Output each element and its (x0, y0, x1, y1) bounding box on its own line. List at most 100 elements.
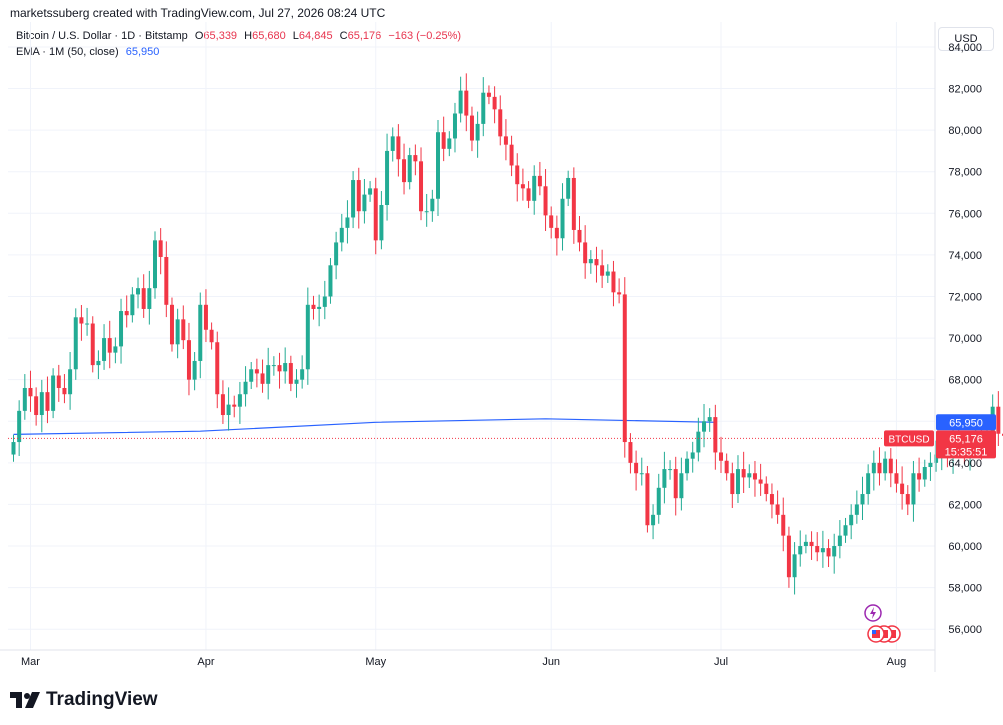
candle (356, 167, 361, 229)
candle (56, 364, 61, 402)
currency-button[interactable]: USD (938, 27, 994, 51)
candle-body (271, 365, 276, 367)
candle-body (119, 311, 124, 347)
candle (73, 308, 78, 380)
candle-body (85, 323, 90, 325)
flag-canton (872, 630, 876, 634)
x-tick-label: Jul (714, 656, 728, 668)
candle (107, 320, 112, 369)
candle-body (837, 535, 842, 547)
candle (560, 183, 565, 251)
candle (832, 533, 837, 574)
candle-body (922, 467, 927, 480)
candle (192, 352, 197, 391)
candle (300, 355, 305, 389)
candle (452, 102, 457, 153)
candle-body (237, 394, 242, 407)
candle-body (436, 132, 440, 199)
candle-body (617, 292, 622, 295)
candle-body (503, 136, 508, 145)
candle-body (798, 546, 803, 555)
candle-body (17, 410, 22, 443)
candle-body (277, 365, 282, 372)
candle (271, 356, 276, 376)
candle (503, 119, 508, 161)
candle-body (447, 138, 452, 149)
candle-body (68, 369, 73, 395)
ema-legend[interactable]: EMA · 1M (50, close) 65,950 (16, 46, 159, 58)
candle-body (379, 204, 384, 241)
ohlc-legend: Bitcoin / U.S. Dollar · 1D · Bitstamp O6… (16, 30, 461, 42)
candle (917, 457, 922, 492)
y-tick-label: 62,000 (948, 499, 982, 511)
candle-body (373, 188, 378, 241)
candle-body (679, 473, 684, 499)
candle-body (673, 469, 678, 499)
y-tick-label: 68,000 (948, 375, 982, 387)
candle (781, 497, 786, 552)
candle-body (764, 483, 769, 495)
candle (232, 395, 237, 418)
candle-body (169, 304, 174, 345)
open-value: 65,339 (203, 30, 238, 42)
candle-body (136, 288, 141, 295)
candle-body (543, 186, 548, 216)
candle-body (90, 323, 95, 366)
candle-body (441, 132, 446, 149)
candle-body (322, 296, 327, 307)
candle (186, 322, 191, 396)
candle (888, 448, 893, 488)
candle (203, 289, 208, 343)
candle (17, 400, 22, 456)
candle (237, 381, 242, 424)
candle (209, 322, 214, 350)
candle (696, 417, 701, 462)
candle (62, 374, 67, 404)
candle (102, 324, 107, 370)
candle-body (356, 180, 361, 212)
candle-body (911, 473, 916, 505)
tradingview-logo-icon (10, 692, 40, 708)
candle (430, 189, 435, 222)
candle (164, 241, 169, 318)
candle-body (871, 462, 876, 474)
candle (266, 347, 271, 400)
candle-body (537, 175, 542, 187)
candle (583, 225, 588, 279)
candle (373, 177, 378, 255)
candle-body (917, 473, 922, 480)
candle-body (526, 188, 531, 201)
candle (656, 473, 661, 524)
tradingview-brand: TradingView (10, 689, 158, 711)
candle-body (566, 177, 571, 199)
candle (345, 200, 350, 244)
candle-body (351, 180, 356, 218)
candle (651, 504, 656, 540)
candle (537, 161, 542, 196)
candle-body (594, 259, 599, 266)
y-tick-label: 80,000 (948, 125, 982, 137)
candle-body (113, 346, 118, 353)
candle (96, 350, 101, 380)
candle-body (769, 494, 774, 505)
candle-body (905, 494, 910, 505)
candle-body (124, 311, 129, 316)
candle-body (832, 546, 837, 557)
candle (911, 460, 916, 522)
change-value: −163 (−0.25%) (388, 30, 462, 42)
candle-body (577, 229, 582, 243)
candle-body (345, 217, 350, 228)
candle-body (735, 469, 740, 495)
candle (566, 170, 571, 207)
candle-body (464, 90, 469, 116)
candle (798, 530, 803, 567)
candle-body (362, 194, 367, 212)
candle-body (645, 473, 650, 526)
candle-body (611, 271, 616, 293)
candle (68, 352, 73, 410)
candle (34, 387, 39, 426)
candle-body (56, 375, 61, 388)
candle-body (294, 379, 299, 384)
candle (113, 337, 118, 364)
